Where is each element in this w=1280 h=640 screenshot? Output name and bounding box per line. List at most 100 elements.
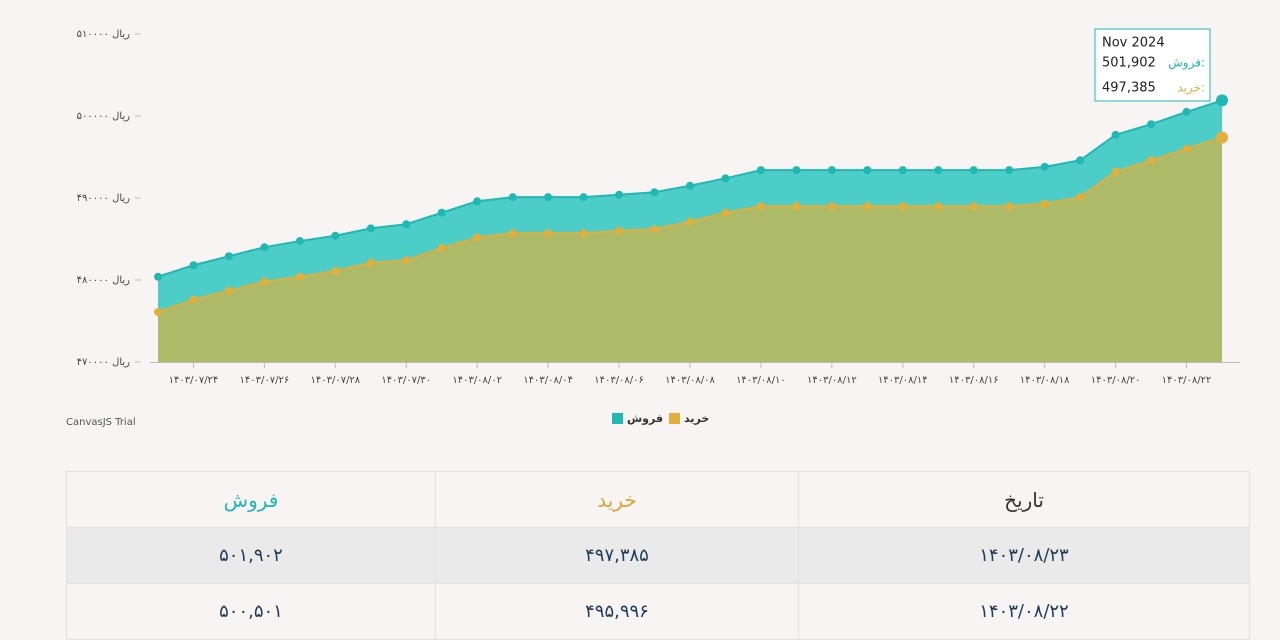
cell: ۵۰۰,۵۰۱ — [66, 583, 436, 640]
marker — [579, 193, 588, 202]
marker — [366, 258, 375, 267]
marker — [721, 208, 730, 217]
marker — [295, 272, 304, 281]
legend-swatch — [669, 413, 680, 424]
marker — [792, 202, 801, 211]
marker — [650, 225, 659, 234]
marker — [686, 181, 694, 190]
marker — [402, 256, 411, 265]
x-tick-label: ۱۴۰۳/۰۸/۱۶ — [949, 375, 999, 386]
x-tick-label: ۱۴۰۳/۰۸/۰۴ — [523, 375, 573, 386]
marker — [934, 166, 943, 175]
cell: ۵۰۱,۹۰۲ — [66, 527, 436, 584]
x-tick-label: ۱۴۰۳/۰۷/۲۸ — [310, 375, 360, 386]
marker — [1182, 107, 1191, 116]
marker — [154, 272, 162, 281]
marker — [437, 208, 446, 217]
marker — [295, 237, 304, 246]
marker — [898, 202, 907, 211]
x-tick-label: ۱۴۰۳/۰۸/۰۸ — [665, 375, 715, 386]
marker — [260, 243, 269, 252]
chart: CanvasJS Trial ریال ۴۷۰۰۰۰ ریال ۴۸۰۰۰۰ ریا… — [66, 28, 1240, 428]
tooltip-box — [1094, 28, 1211, 102]
y-tick-label: ریال ۴۷۰۰۰۰ — [77, 357, 131, 368]
marker — [1216, 94, 1228, 107]
x-tick-label: ۱۴۰۳/۰۸/۱۰ — [736, 375, 786, 386]
marker — [756, 202, 765, 211]
x-tick-label: ۱۴۰۳/۰۸/۱۴ — [878, 375, 928, 386]
y-tick-label: ریال ۴۸۰۰۰۰ — [77, 275, 131, 286]
marker — [969, 202, 978, 211]
marker — [827, 202, 836, 211]
marker — [260, 277, 269, 286]
marker — [331, 231, 340, 240]
marker — [508, 193, 517, 202]
marker — [224, 286, 233, 295]
x-tick-label: ۱۴۰۳/۰۸/۰۶ — [594, 375, 644, 386]
x-tick-label: ۱۴۰۳/۰۷/۳۰ — [381, 375, 431, 386]
header-cell: تاریخ — [798, 471, 1250, 528]
watermark: CanvasJS Trial — [66, 417, 136, 428]
marker — [544, 193, 553, 202]
marker — [863, 202, 872, 211]
marker — [1076, 193, 1085, 202]
marker — [650, 188, 659, 197]
marker — [1216, 131, 1228, 144]
marker — [1040, 162, 1049, 171]
x-tick-label: ۱۴۰۳/۰۸/۱۸ — [1020, 375, 1070, 386]
tooltip-name: فروش: — [1168, 56, 1205, 71]
tooltip-value: 497,385 — [1102, 81, 1156, 96]
tooltip-value: 501,902 — [1102, 56, 1156, 71]
marker — [189, 261, 198, 270]
marker — [615, 190, 624, 199]
cell: ۴۹۵,۹۹۶ — [435, 583, 799, 640]
cell: ۱۴۰۳/۰۸/۲۲ — [798, 583, 1250, 640]
marker — [721, 174, 730, 183]
marker — [863, 166, 872, 175]
area — [158, 137, 1222, 362]
marker — [1005, 202, 1014, 211]
x-tick-label: ۱۴۰۳/۰۷/۲۶ — [240, 375, 290, 386]
x-tick-label: ۱۴۰۳/۰۷/۲۴ — [169, 375, 219, 386]
marker — [898, 166, 907, 175]
marker — [331, 266, 340, 275]
legend-label: فروش — [627, 412, 663, 425]
cell: ۱۴۰۳/۰۸/۲۳ — [798, 527, 1250, 584]
marker — [189, 295, 198, 304]
tooltip-title: Nov 2024 — [1102, 36, 1165, 51]
marker — [1005, 166, 1014, 175]
legend-label: خرید — [684, 412, 709, 425]
table-row: ۱۴۰۳/۰۸/۲۲ ۴۹۵,۹۹۶ ۵۰۰,۵۰۱ — [66, 583, 1250, 640]
tooltip: Nov 2024 501,902 فروش: 497,385 خرید: — [1094, 28, 1211, 102]
marker — [1111, 167, 1120, 176]
data-table: تاریخ خرید فروش ۱۴۰۳/۰۸/۲۳ ۴۹۷,۳۸۵ ۵۰۱,۹… — [66, 471, 1250, 640]
marker — [579, 229, 588, 238]
y-tick-label: ریال ۵۱۰۰۰۰ — [77, 29, 131, 40]
tooltip-name: خرید: — [1177, 81, 1205, 96]
y-tick-label: ریال ۴۹۰۰۰۰ — [77, 193, 131, 204]
marker — [934, 202, 943, 211]
marker — [473, 197, 482, 206]
cell: ۴۹۷,۳۸۵ — [435, 527, 799, 584]
x-tick-label: ۱۴۰۳/۰۸/۲۰ — [1091, 375, 1141, 386]
marker — [402, 220, 411, 229]
marker — [508, 229, 517, 238]
x-tick-label: ۱۴۰۳/۰۸/۲۲ — [1162, 375, 1212, 386]
marker — [1147, 156, 1156, 165]
x-tick-label: ۱۴۰۳/۰۸/۰۲ — [452, 375, 502, 386]
legend-swatch — [612, 413, 623, 424]
marker — [686, 217, 694, 226]
marker — [756, 166, 765, 175]
marker — [1147, 120, 1156, 129]
marker — [437, 244, 446, 253]
header-cell: خرید — [435, 471, 799, 528]
table-row: ۱۴۰۳/۰۸/۲۳ ۴۹۷,۳۸۵ ۵۰۱,۹۰۲ — [66, 527, 1250, 584]
marker — [1040, 199, 1049, 208]
marker — [1111, 130, 1120, 139]
marker — [544, 229, 553, 238]
marker — [827, 166, 836, 175]
marker — [792, 166, 801, 175]
marker — [1076, 156, 1085, 165]
marker — [615, 226, 624, 235]
